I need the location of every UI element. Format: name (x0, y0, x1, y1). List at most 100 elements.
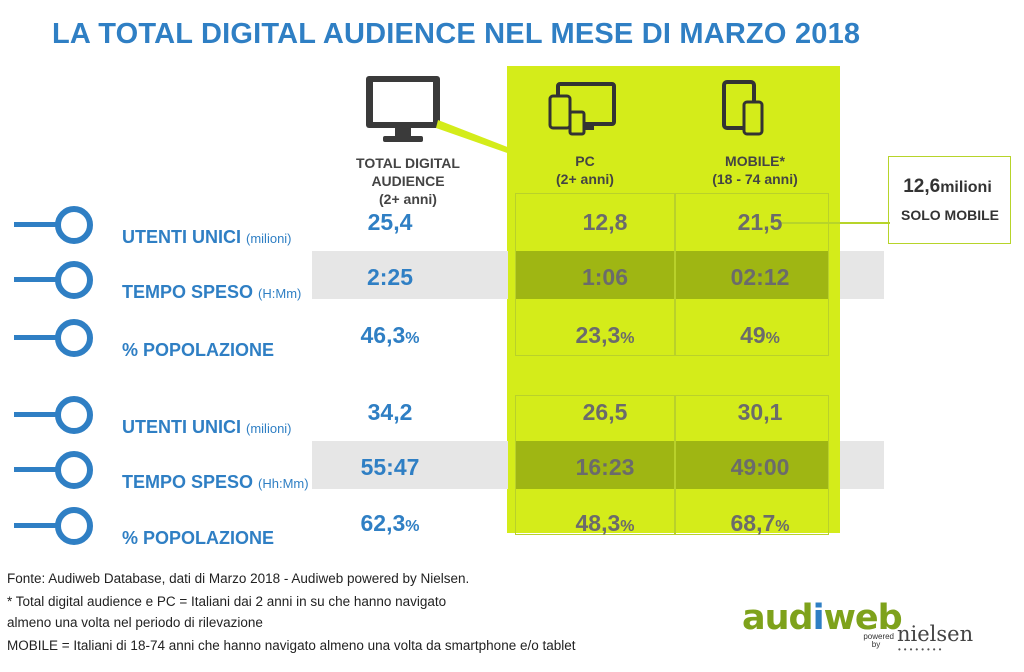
row-label-unit: (milioni) (246, 421, 292, 436)
value-suffix: % (620, 330, 635, 347)
row-label-text: TEMPO SPESO (122, 472, 254, 492)
value-number: 48,3 (575, 510, 621, 536)
circle-bullet-icon (14, 396, 93, 434)
value-pc-utenti-unici: 26,5 (540, 399, 670, 426)
callout-number: 12,6 (903, 176, 941, 197)
row-label-text: % POPOLAZIONE (122, 528, 275, 548)
value-number: 1:06 (581, 264, 629, 290)
value-pc-popolazione: 48,3% (540, 510, 670, 537)
row-band (312, 441, 508, 489)
value-suffix: % (620, 518, 635, 535)
value-number: 26,5 (582, 399, 628, 425)
value-number: 25,4 (367, 209, 413, 235)
row-band-highlight (515, 251, 829, 299)
circle-bullet-icon (14, 261, 93, 299)
value-mobile-utenti-unici: 30,1 (695, 399, 825, 426)
pc-devices-icon (548, 82, 616, 136)
row-label-text: UTENTI UNICI (122, 417, 241, 437)
value-mobile-popolazione: 68,7% (695, 510, 825, 537)
row-label-text: TEMPO SPESO (122, 282, 254, 302)
value-pc-tempo-speso: 1:06 (540, 264, 670, 291)
row-label-utenti-unici: UTENTI UNICI (milioni) (122, 417, 292, 438)
row-label-tempo-speso: TEMPO SPESO (Hh:Mm) (122, 472, 309, 493)
row-label-popolazione: % POPOLAZIONE (122, 340, 274, 361)
mobile-devices-icon (722, 80, 764, 136)
value-number: 21,5 (737, 209, 783, 235)
nielsen-logo: nielsen (897, 622, 974, 646)
value-number: 55:47 (360, 454, 420, 480)
row-label-text: % POPOLAZIONE (122, 340, 275, 360)
callout-label: SOLO MOBILE (901, 207, 999, 223)
mobile-block-outline (675, 193, 829, 356)
row-label-tempo-speso: TEMPO SPESO (H:Mm) (122, 282, 301, 303)
solo-mobile-callout (888, 156, 1011, 244)
value-number: 2:25 (366, 264, 414, 290)
value-number: 34,2 (367, 399, 413, 425)
value-total-utenti-unici: 34,2 (335, 399, 445, 426)
value-number: 12,8 (582, 209, 628, 235)
row-band (840, 441, 884, 489)
value-pc-tempo-speso: 16:23 (540, 454, 670, 481)
monitor-icon (366, 76, 510, 154)
row-label-unit: (Hh:Mm) (258, 476, 309, 491)
value-total-popolazione: 62,3% (335, 510, 445, 537)
page-title: LA TOTAL DIGITAL AUDIENCE NEL MESE DI MA… (52, 18, 861, 50)
nielsen-dots: •••••••• (898, 645, 945, 654)
value-number: 68,7 (730, 510, 776, 536)
value-total-tempo-speso: 2:25 (335, 264, 445, 291)
callout-value: 12,6milioni (890, 176, 1005, 198)
circle-bullet-icon (14, 206, 93, 244)
row-band-highlight (515, 441, 829, 489)
col-header-mobile: MOBILE* (18 - 74 anni) (685, 152, 825, 188)
footnote-definition-cont: almeno una volta nel periodo di rilevazi… (7, 615, 263, 630)
value-number: 16:23 (575, 454, 635, 480)
value-suffix: % (765, 330, 780, 347)
value-number: 49:00 (730, 454, 790, 480)
value-mobile-utenti-unici: 21,5 (695, 209, 825, 236)
col-header-mobile-label: MOBILE* (725, 153, 785, 169)
footnote-mobile: MOBILE = Italiani di 18-74 anni che hann… (7, 638, 576, 653)
value-suffix: % (405, 330, 420, 347)
value-total-utenti-unici: 25,4 (335, 209, 445, 236)
value-suffix: % (775, 518, 790, 535)
pc-block-outline (515, 193, 675, 356)
row-label-unit: (milioni) (246, 231, 292, 246)
value-pc-popolazione: 23,3% (540, 322, 670, 349)
value-number: 30,1 (737, 399, 783, 425)
value-mobile-tempo-speso: 49:00 (695, 454, 825, 481)
col-header-mobile-sub: (18 - 74 anni) (712, 171, 798, 187)
row-band (312, 251, 508, 299)
powered-by: powered by (858, 633, 894, 649)
circle-bullet-icon (14, 507, 93, 545)
circle-bullet-icon (14, 319, 93, 357)
mobile-block-outline (675, 395, 829, 535)
value-suffix: % (405, 518, 420, 535)
col-header-pc: PC (2+ anni) (525, 152, 645, 188)
value-number: 02:12 (730, 264, 790, 290)
audiweb-logo: audiweb (742, 598, 903, 638)
circle-bullet-icon (14, 451, 93, 489)
value-total-popolazione: 46,3% (335, 322, 445, 349)
row-label-utenti-unici: UTENTI UNICI (milioni) (122, 227, 292, 248)
footnote-definition: * Total digital audience e PC = Italiani… (7, 594, 447, 609)
col-header-total-label: TOTAL DIGITAL AUDIENCE (356, 155, 460, 189)
col-header-pc-sub: (2+ anni) (556, 171, 614, 187)
col-header-pc-label: PC (575, 153, 595, 169)
col-header-total: TOTAL DIGITAL AUDIENCE (2+ anni) (318, 154, 498, 208)
logo-part-i: i (812, 598, 825, 638)
callout-unit: milioni (940, 179, 992, 196)
powered-text: powered (863, 632, 894, 641)
value-mobile-tempo-speso: 02:12 (695, 264, 825, 291)
callout-connector (780, 222, 890, 224)
row-label-text: UTENTI UNICI (122, 227, 241, 247)
value-number: 46,3 (360, 322, 406, 348)
row-label-popolazione: % POPOLAZIONE (122, 528, 274, 549)
value-number: 49 (740, 322, 766, 348)
value-number: 23,3 (575, 322, 621, 348)
value-total-tempo-speso: 55:47 (335, 454, 445, 481)
value-number: 62,3 (360, 510, 406, 536)
footnote-source: Fonte: Audiweb Database, dati di Marzo 2… (7, 571, 470, 586)
value-pc-utenti-unici: 12,8 (540, 209, 670, 236)
row-label-unit: (H:Mm) (258, 286, 302, 301)
logo-part: web (823, 598, 903, 638)
